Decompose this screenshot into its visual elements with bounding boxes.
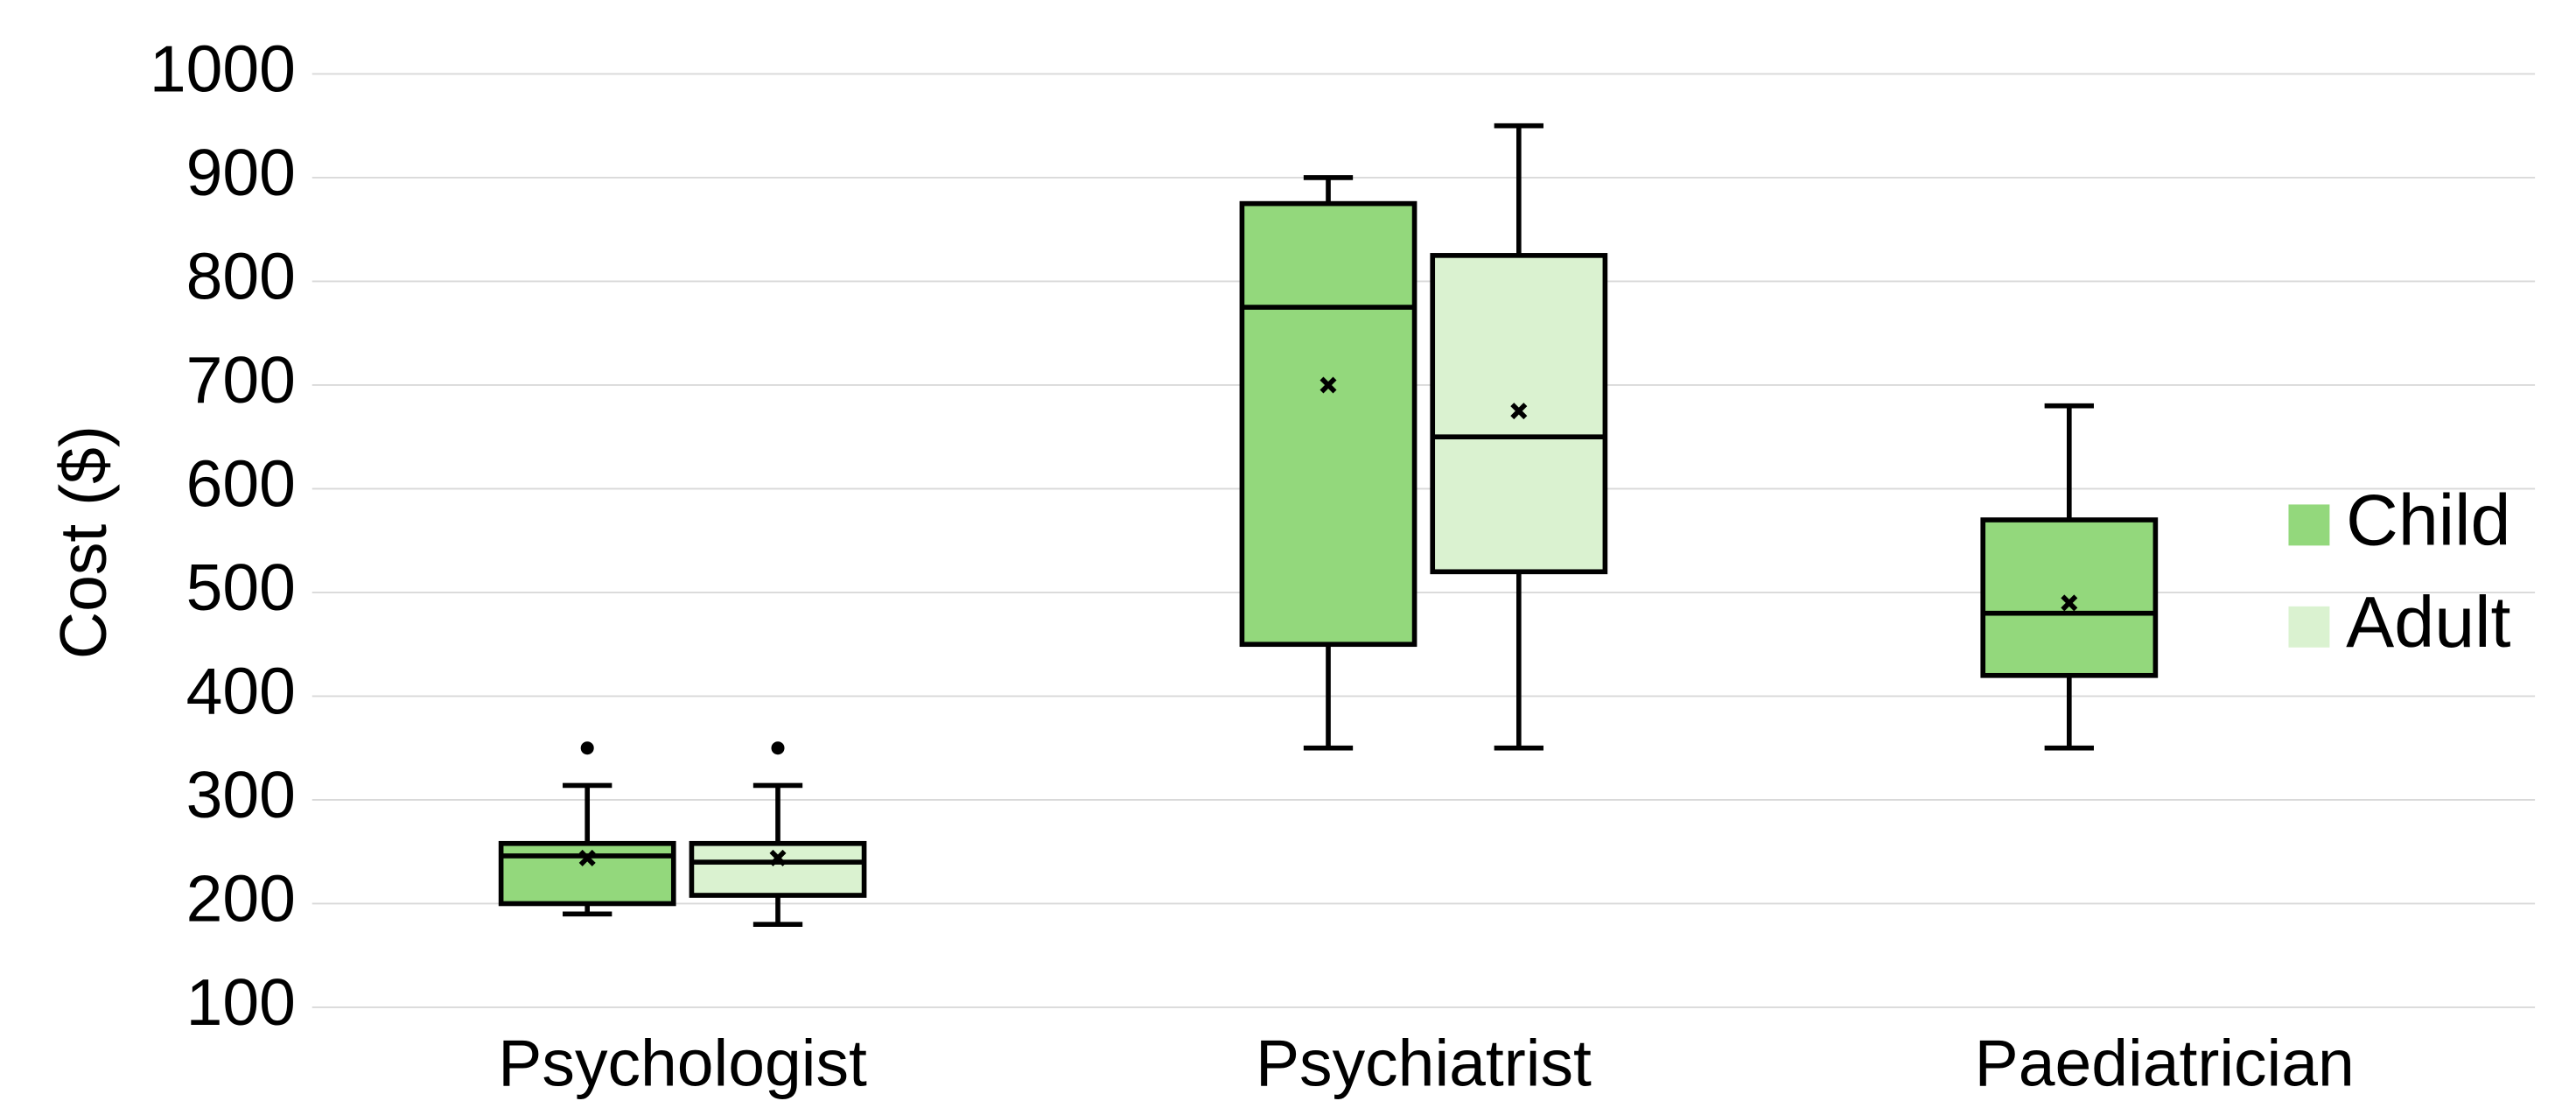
y-tick-label: 1000: [150, 32, 296, 105]
mean-marker: [769, 849, 787, 866]
box: [1980, 517, 2159, 678]
x-tick-label: Psychologist: [498, 1026, 867, 1099]
mean-marker: [2061, 594, 2078, 612]
y-tick-label: 200: [186, 861, 296, 935]
x-tick-label: Psychiatrist: [1256, 1026, 1592, 1099]
box: [689, 840, 867, 898]
y-tick-label: 800: [186, 239, 296, 312]
y-tick-label: 400: [186, 654, 296, 727]
mean-marker: [1510, 403, 1528, 420]
y-tick-label: 900: [186, 136, 296, 209]
y-tick-label: 100: [186, 965, 296, 1039]
mean-marker: [578, 849, 596, 866]
y-tick-label: 700: [186, 343, 296, 417]
legend-label: Adult: [2346, 581, 2510, 663]
y-axis-label: Cost ($): [46, 425, 120, 659]
box: [498, 840, 676, 907]
mean-marker: [1320, 376, 1337, 394]
legend-swatch: [2288, 606, 2330, 648]
y-tick-label: 300: [186, 758, 296, 831]
legend-label: Child: [2346, 480, 2510, 561]
y-tick-label: 600: [186, 446, 296, 520]
legend-swatch: [2288, 504, 2330, 546]
outlier: [580, 741, 594, 755]
y-tick-label: 500: [186, 550, 296, 624]
box: [1239, 200, 1418, 648]
outlier: [771, 741, 785, 755]
x-tick-label: Paediatrician: [1975, 1026, 2355, 1099]
